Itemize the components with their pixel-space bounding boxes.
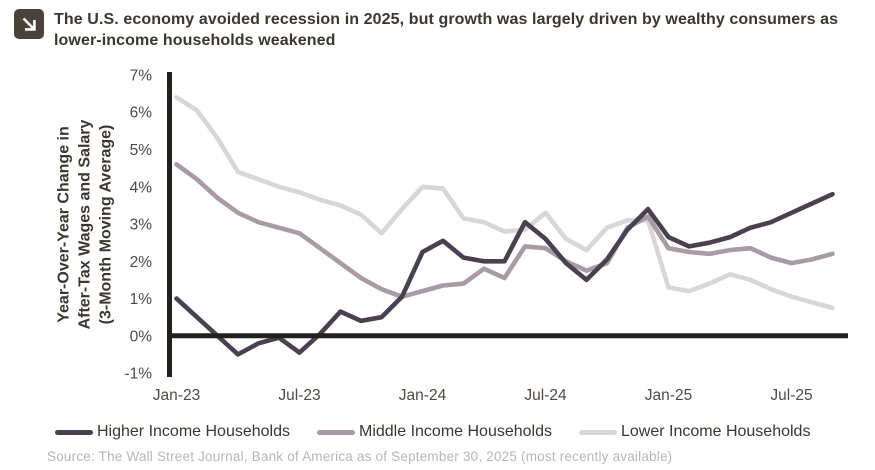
series-line-middle-income	[174, 162, 835, 300]
legend-item-middle-income: Middle Income Households	[317, 423, 552, 441]
series-line-lower-income	[174, 95, 835, 311]
trend-arrow-icon	[14, 9, 44, 39]
x-tick-label-Jul-25: Jul-25	[770, 387, 812, 404]
y-tick-label-1%: 1%	[130, 291, 153, 308]
legend-label-lower-income: Lower Income Households	[621, 423, 811, 440]
legend: Higher Income Households Middle Income H…	[55, 423, 810, 441]
y-axis-title-line-3: (3-Month Moving Average)	[97, 124, 115, 325]
y-tick-label-5%: 5%	[130, 142, 153, 159]
legend-label-middle-income: Middle Income Households	[359, 423, 552, 440]
x-tick-label-Jan-23: Jan-23	[153, 387, 200, 404]
y-axis-title-line-2: After-Tax Wages and Salary	[76, 119, 94, 330]
chart-header: The U.S. economy avoided recession in 20…	[14, 9, 866, 51]
y-tick-label-0%: 0%	[130, 328, 153, 345]
legend-item-higher-income: Higher Income Households	[55, 423, 290, 441]
y-tick-label-2%: 2%	[130, 254, 153, 271]
y-tick-label-6%: 6%	[130, 105, 153, 122]
y-tick-label-3%: 3%	[130, 217, 153, 234]
x-tick-label-Jan-25: Jan-25	[645, 387, 692, 404]
y-tick-label-4%: 4%	[130, 179, 153, 196]
series-line-higher-income	[174, 191, 835, 357]
legend-swatch-lower-income	[579, 429, 617, 435]
y-axis-title: Year-Over-Year Change in After-Tax Wages…	[54, 60, 117, 390]
legend-swatch-middle-income	[317, 429, 355, 435]
y-axis-title-line-1: Year-Over-Year Change in	[55, 126, 73, 323]
x-tick-label-Jan-24: Jan-24	[399, 387, 447, 404]
x-tick-label-Jul-24: Jul-24	[524, 387, 567, 404]
arrow-down-right-glyph	[22, 17, 36, 31]
legend-item-lower-income: Lower Income Households	[579, 423, 810, 441]
x-tick-label-Jul-23: Jul-23	[278, 387, 320, 404]
source-note: Source: The Wall Street Journal, Bank of…	[47, 449, 673, 464]
y-tick-label-7%: 7%	[130, 68, 153, 85]
chart-title: The U.S. economy avoided recession in 20…	[54, 11, 839, 49]
y-tick-label--1%: -1%	[124, 366, 152, 383]
legend-label-higher-income: Higher Income Households	[97, 423, 290, 440]
legend-swatch-higher-income	[55, 429, 93, 435]
